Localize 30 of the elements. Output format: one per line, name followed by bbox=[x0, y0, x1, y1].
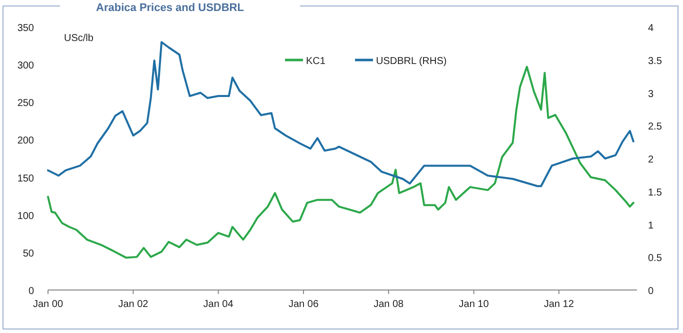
y2-tick-label: 3 bbox=[648, 88, 654, 100]
y-tick-label: 250 bbox=[17, 98, 34, 110]
y2-tick-label: 2.5 bbox=[648, 122, 662, 133]
legend-label: USDBRL (RHS) bbox=[376, 56, 447, 67]
y-tick-label: 350 bbox=[17, 23, 34, 34]
x-tick-label: Jan 02 bbox=[118, 299, 149, 310]
line-series bbox=[47, 66, 634, 259]
x-tick-label: Jan 00 bbox=[32, 299, 64, 310]
y2-tick-label: 1.5 bbox=[648, 187, 662, 198]
legend-label: KC1 bbox=[306, 56, 326, 67]
y2-tick-label: 0 bbox=[648, 286, 654, 297]
chart-title: Arabica Prices and USDBRL bbox=[96, 2, 244, 14]
x-tick-label: Jan 10 bbox=[458, 299, 490, 310]
y-tick-label: 300 bbox=[17, 60, 34, 72]
x-tick-label: Jan 08 bbox=[374, 299, 404, 310]
y-tick-label: 150 bbox=[17, 173, 34, 184]
x-tick-label: Jan 04 bbox=[203, 299, 234, 310]
y2-tick-label: 3.5 bbox=[648, 56, 662, 67]
y-tick-label: 100 bbox=[17, 210, 34, 222]
y-axis-title: USc/lb bbox=[64, 33, 94, 44]
y2-tick-label: 0.5 bbox=[648, 253, 662, 264]
y-tick-label: 50 bbox=[22, 248, 34, 260]
x-tick-label: Jan 06 bbox=[288, 299, 319, 310]
y2-tick-label: 2 bbox=[648, 154, 654, 166]
y2-tick-label: 1 bbox=[648, 220, 654, 232]
y-tick-label: 200 bbox=[17, 136, 34, 147]
y2-tick-label: 4 bbox=[648, 23, 654, 34]
y-tick-label: 0 bbox=[28, 286, 34, 297]
line-series bbox=[47, 41, 634, 188]
x-tick-label: Jan 12 bbox=[544, 299, 574, 310]
